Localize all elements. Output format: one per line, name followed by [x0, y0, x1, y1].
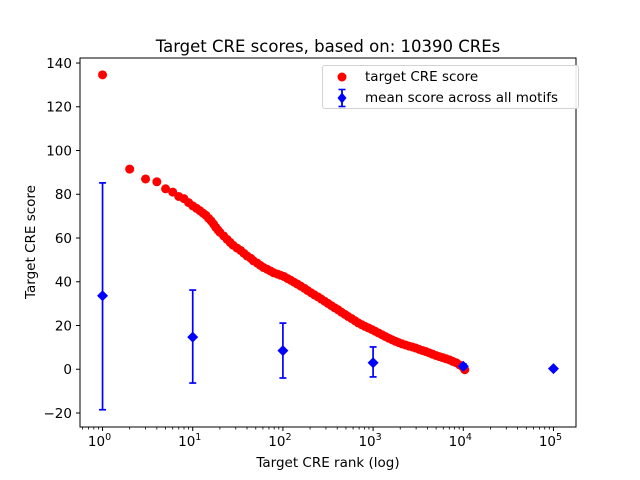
y-axis-ticks: −20 0 20 40 60 80 100 120 140: [44, 56, 80, 422]
legend: target CRE score mean score across all m…: [322, 65, 579, 109]
blue-diamond-errorbar-marker-icon: [331, 88, 353, 108]
x-tick-label: 105: [539, 432, 562, 450]
data-point: [187, 331, 199, 343]
data-point: [367, 357, 379, 369]
x-tick-label: 101: [178, 432, 201, 450]
y-tick-label: −20: [44, 406, 73, 422]
target-cre-score-series: [98, 70, 470, 375]
data-point: [457, 360, 469, 372]
y-tick-label: 20: [55, 318, 72, 334]
y-tick-label: 40: [55, 275, 72, 291]
y-tick-label: 60: [55, 231, 72, 247]
mean-score-series: [97, 182, 559, 411]
data-point: [97, 290, 109, 302]
legend-label: mean score across all motifs: [365, 89, 559, 106]
x-tick-label: 103: [358, 432, 381, 450]
y-tick-label: 100: [46, 143, 72, 159]
data-point: [152, 177, 162, 187]
legend-label: target CRE score: [365, 68, 479, 85]
data-point: [98, 70, 108, 80]
x-tick-label: 100: [88, 432, 111, 450]
data-point: [125, 164, 135, 174]
data-point: [547, 363, 559, 375]
data-point: [141, 174, 151, 184]
y-tick-label: 120: [46, 100, 72, 116]
plot-frame: [79, 57, 577, 428]
x-axis-minor-ticks: [82, 427, 550, 430]
data-point: [277, 345, 289, 357]
y-tick-label: 0: [63, 362, 72, 378]
x-axis-ticks: 100 101 102 103 104 105: [88, 427, 562, 450]
legend-item-mean-score: mean score across all motifs: [323, 87, 578, 108]
y-tick-label: 140: [46, 56, 72, 72]
y-tick-label: 80: [55, 187, 72, 203]
chart-title: Target CRE scores, based on: 10390 CREs: [155, 37, 501, 56]
y-axis-label: Target CRE score: [23, 185, 39, 299]
x-tick-label: 104: [449, 432, 472, 450]
data-point: [161, 184, 171, 194]
x-axis-label: Target CRE rank (log): [256, 455, 400, 471]
x-tick-label: 102: [268, 432, 291, 450]
red-circle-marker-icon: [331, 67, 353, 87]
legend-item-target-score: target CRE score: [323, 66, 578, 87]
